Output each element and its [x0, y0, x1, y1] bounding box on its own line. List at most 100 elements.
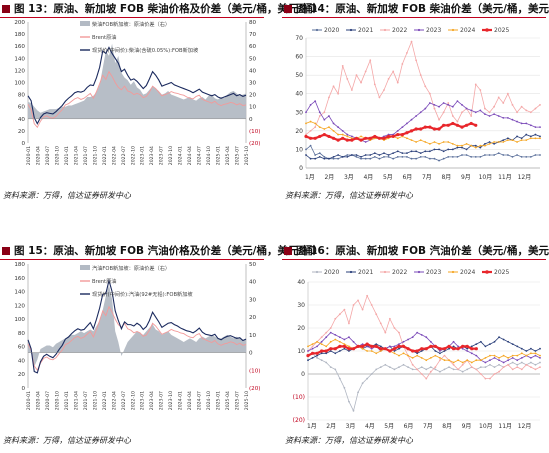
data-point-2021 [415, 150, 418, 153]
data-point-2020 [419, 155, 422, 158]
y-axis-tick-label: 40 [297, 279, 305, 286]
data-point-2022 [461, 363, 464, 366]
data-point-2023 [461, 347, 464, 350]
data-point-2024 [465, 142, 468, 145]
data-point-2022 [361, 308, 364, 311]
data-point-2025 [370, 344, 374, 348]
figure-13-title: 图 13：原油、新加坡 FOB 柴油价格及价差（美元/桶，美元/桶） [14, 3, 324, 15]
left-axis-tick-label: 40 [18, 117, 26, 123]
left-axis-tick-label: 40 [18, 358, 26, 364]
data-point-2024 [452, 361, 455, 364]
data-point-2023 [370, 347, 373, 350]
data-point-2020 [361, 382, 364, 385]
x-axis-tick-label: 2025-07 [235, 146, 241, 165]
data-point-2024 [366, 350, 369, 352]
data-point-2022 [318, 115, 321, 117]
data-point-2020 [396, 155, 399, 158]
data-point-2021 [530, 347, 532, 350]
x-axis-tick-label: 2022-10 [130, 391, 136, 410]
figure-14-caption: 图 14：原油、新加坡 FOB 柴油价差（美元/桶，美元/桶） [282, 0, 549, 18]
caption-square-icon [2, 246, 10, 255]
data-point-2022 [396, 81, 399, 84]
data-point-2021 [379, 345, 382, 348]
left-axis-tick-label: 100 [14, 81, 25, 87]
data-point-2021 [387, 154, 390, 156]
x-axis-tick-label: 2025-10 [244, 391, 250, 410]
x-axis-month-label: 5月 [383, 174, 393, 181]
data-point-2024 [489, 354, 491, 357]
left-axis-tick-label: 20 [18, 129, 26, 135]
data-point-2024 [502, 141, 505, 143]
data-point-2023 [338, 336, 341, 339]
legend-swatch [80, 265, 90, 270]
data-point-2020 [398, 366, 400, 368]
data-point-2023 [396, 129, 399, 132]
data-point-2023 [346, 133, 349, 136]
data-point-2025 [447, 344, 451, 348]
legend-marker [383, 270, 387, 274]
data-point-2021 [448, 347, 450, 350]
data-point-2021 [348, 350, 350, 352]
data-point-2021 [534, 350, 537, 352]
data-point-2021 [539, 135, 541, 138]
data-point-2020 [337, 157, 340, 160]
data-point-2020 [448, 366, 450, 368]
x-axis-month-label: 2月 [326, 423, 336, 430]
data-point-2024 [309, 120, 312, 123]
x-axis-tick-label: 2025-01 [216, 391, 222, 410]
data-point-2023 [323, 118, 326, 121]
data-point-2021 [520, 347, 523, 350]
data-point-2020 [402, 363, 405, 366]
data-point-2023 [451, 105, 454, 108]
right-axis-tick-label: 60 [249, 44, 257, 50]
data-point-2022 [415, 59, 418, 62]
data-point-2024 [448, 359, 450, 362]
data-point-2020 [424, 155, 427, 158]
data-point-2022 [424, 85, 427, 88]
figure-15-panel: 图 15：原油、新加坡 FOB 汽油价格及价差（美元/桶，美元/桶） 0 20 40… [0, 242, 323, 450]
data-point-2024 [457, 359, 460, 362]
data-point-2024 [511, 354, 514, 357]
data-point-2021 [434, 350, 437, 352]
data-point-2020 [534, 363, 537, 366]
x-axis-month-label: 4月 [363, 174, 373, 181]
data-point-2024 [428, 142, 431, 145]
data-point-2020 [325, 361, 328, 364]
data-point-2025 [318, 134, 322, 139]
data-point-2021 [489, 343, 491, 345]
data-point-2025 [386, 134, 391, 139]
y-axis-tick-label: 20 [297, 325, 305, 332]
data-point-2023 [534, 354, 537, 357]
data-point-2020 [393, 368, 396, 371]
data-point-2022 [323, 111, 326, 114]
data-point-2020 [370, 373, 373, 375]
data-point-2021 [516, 345, 519, 348]
data-point-2020 [465, 154, 468, 156]
data-point-2022 [484, 377, 487, 380]
data-point-2021 [355, 154, 358, 156]
x-axis-month-label: 10月 [479, 174, 493, 181]
data-point-2024 [484, 144, 486, 147]
data-point-2022 [334, 317, 337, 320]
y-axis-tick-label: 60 [295, 54, 303, 61]
data-point-2022 [332, 85, 335, 88]
legend-label: 2024 [460, 269, 475, 276]
data-point-2020 [343, 386, 346, 389]
right-axis-tick-label: 0 [249, 117, 253, 123]
data-point-2024 [346, 135, 349, 138]
left-axis-tick-label: 60 [18, 105, 26, 111]
spread-area-series [28, 285, 246, 367]
x-axis-tick-label: 2021-07 [83, 146, 89, 165]
data-point-2025 [306, 354, 310, 358]
x-axis-month-label: 8月 [442, 423, 452, 430]
data-point-2020 [428, 157, 431, 160]
legend-marker [451, 28, 455, 32]
data-point-2025 [324, 349, 328, 353]
data-point-2022 [388, 317, 391, 320]
data-point-2022 [341, 64, 344, 67]
x-axis-month-label: 7月 [422, 174, 432, 181]
x-axis-month-label: 6月 [404, 423, 414, 430]
data-point-2024 [451, 142, 454, 145]
data-point-2023 [539, 357, 541, 359]
data-point-2020 [318, 152, 321, 155]
